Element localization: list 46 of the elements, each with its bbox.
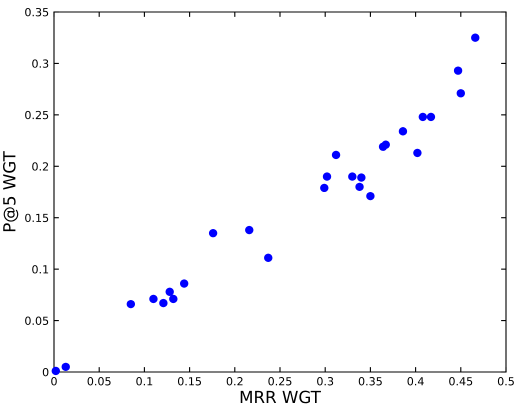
- point: [245, 226, 254, 234]
- point: [355, 182, 364, 192]
- x-tick-label: 0.25: [268, 377, 292, 386]
- point: [332, 150, 340, 160]
- y-tick-label: 0.05: [25, 316, 48, 325]
- point: [357, 173, 366, 182]
- x-tick-label: 0.4: [408, 377, 424, 386]
- point: [418, 112, 427, 122]
- y-tick-label: 0.3: [32, 59, 48, 68]
- x-tick-label: 0.45: [449, 377, 472, 386]
- point: [264, 254, 272, 262]
- point: [471, 34, 480, 42]
- point: [169, 294, 178, 304]
- y-tick-label: 0: [42, 368, 48, 376]
- point: [320, 184, 328, 192]
- point: [348, 172, 356, 181]
- x-tick-label: 0.15: [178, 377, 201, 386]
- y-tick-label: 0.2: [32, 162, 48, 171]
- x-tick-label: 0.5: [498, 377, 514, 386]
- x-tick-label: 0.3: [317, 377, 334, 386]
- point: [366, 192, 375, 200]
- y-tick-label: 0.35: [25, 8, 48, 16]
- y-tick-label: 0.1: [32, 265, 48, 274]
- point: [398, 127, 408, 136]
- point: [166, 288, 174, 296]
- y-axis-title: P@5 WGT: [3, 151, 18, 232]
- point: [426, 112, 436, 122]
- x-tick-label: 0.2: [226, 377, 243, 386]
- point: [456, 89, 465, 98]
- point: [126, 300, 136, 308]
- x-tick-label: 0.05: [88, 377, 111, 386]
- x-tick-label: 0: [51, 377, 57, 386]
- point: [322, 172, 332, 181]
- point: [62, 362, 70, 372]
- x-axis-title: MRR WGT: [240, 390, 321, 404]
- point: [180, 279, 188, 288]
- point: [208, 228, 218, 238]
- y-tick-label: 0.25: [25, 110, 48, 120]
- x-tick-label: 0.1: [136, 377, 152, 386]
- point: [159, 298, 168, 308]
- y-tick-label: 0.15: [25, 214, 48, 222]
- point: [413, 148, 422, 158]
- x-tick-label: 0.35: [358, 377, 382, 386]
- point: [382, 140, 390, 149]
- point: [454, 66, 462, 75]
- point: [149, 294, 158, 304]
